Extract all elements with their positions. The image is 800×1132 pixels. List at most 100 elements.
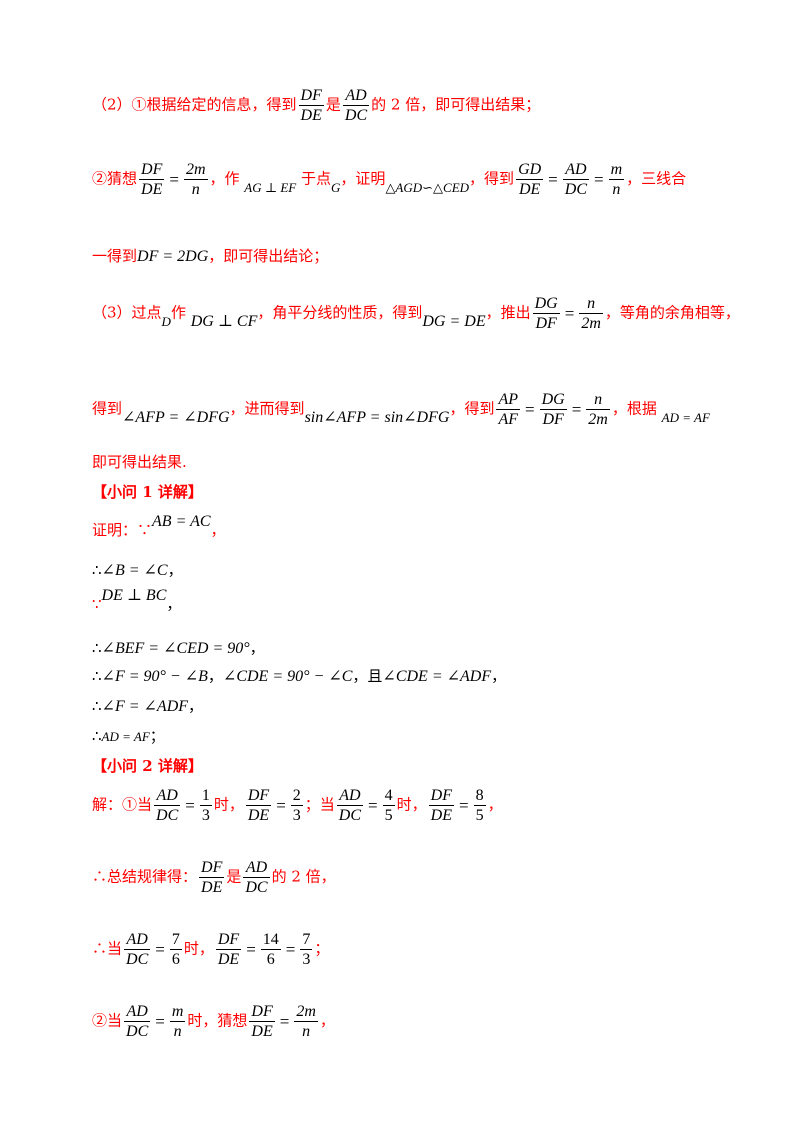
denominator: 6 bbox=[171, 951, 180, 968]
text: 得到 bbox=[92, 399, 123, 418]
denominator: DE bbox=[217, 951, 240, 968]
text: ，三线合 bbox=[626, 169, 687, 188]
fraction: n 2m bbox=[586, 390, 610, 429]
denominator: 2m bbox=[588, 411, 608, 428]
denominator: DC bbox=[156, 807, 179, 824]
denominator: DE bbox=[247, 807, 270, 824]
numerator: n bbox=[586, 390, 610, 410]
denominator: n bbox=[302, 1023, 311, 1040]
text: 时， bbox=[183, 939, 214, 958]
text: ，推出 bbox=[485, 303, 531, 322]
numerator: DF bbox=[298, 87, 324, 106]
denominator: n bbox=[173, 1023, 182, 1040]
line-part3-hint-1: （3）过点D作 DG ⊥ CF，角平分线的性质，得到DG = DE，推出 DG DF… bbox=[92, 294, 740, 333]
denominator: n bbox=[191, 181, 200, 198]
fraction: DG DF bbox=[539, 390, 567, 429]
denominator: 3 bbox=[201, 807, 210, 824]
numerator: AD bbox=[124, 930, 151, 950]
denominator: 3 bbox=[302, 951, 311, 968]
line-q1-step-1: 证明：∵AB = AC， bbox=[92, 513, 226, 541]
numerator: AD bbox=[562, 160, 589, 180]
numerator: DF bbox=[199, 859, 225, 878]
line-part2-hint-3: 一得到DF = 2DG，即可得出结论； bbox=[92, 246, 328, 267]
text: ； bbox=[149, 729, 165, 745]
math-expression: D bbox=[161, 313, 171, 329]
text: 是 bbox=[325, 95, 341, 114]
denominator: DC bbox=[564, 181, 587, 198]
text: 解：①当 bbox=[92, 795, 153, 814]
fraction: DF DE bbox=[139, 160, 165, 199]
line-q1-step-7: ∴AD = AF； bbox=[92, 726, 165, 747]
numerator: 2m bbox=[294, 1003, 318, 1022]
line-q2-step-1: 解：①当 AD DC = 1 3 时， DF DE = 2 3 ；当 AD DC = 4 5 时， DF DE = 8 5， bbox=[92, 786, 503, 825]
text: 的 2 倍，即可得出结果； bbox=[371, 95, 541, 114]
denominator: DE bbox=[141, 181, 163, 198]
denominator: DC bbox=[126, 951, 149, 968]
text: 是 bbox=[226, 867, 242, 886]
text: 时，猜想 bbox=[187, 1011, 248, 1030]
numerator: DF bbox=[249, 1003, 275, 1022]
fraction: DG DF bbox=[532, 294, 560, 333]
numerator: n bbox=[579, 294, 603, 314]
fraction: AD DC bbox=[243, 858, 270, 897]
text: 的 2 倍， bbox=[271, 867, 336, 886]
math-expression: △AGD∽△CED bbox=[385, 179, 470, 195]
math-expression: sin∠AFP = sin∠DFG bbox=[304, 408, 450, 426]
numerator: 7 bbox=[300, 931, 313, 950]
denominator: 2m bbox=[581, 315, 601, 332]
denominator: 3 bbox=[292, 807, 301, 824]
fraction: 14 6 bbox=[260, 930, 281, 969]
text: 于点 bbox=[301, 169, 332, 188]
line-q1-step-4: ∴∠BEF = ∠CED = 90°， bbox=[92, 638, 265, 659]
fraction: AD DC bbox=[562, 160, 589, 199]
line-part3-hint-2: 得到∠AFP = ∠DFG，进而得到sin∠AFP = sin∠DFG，得到 AP… bbox=[92, 390, 710, 429]
denominator: DC bbox=[245, 879, 268, 896]
math-expression: ∠F = 90° − ∠B bbox=[101, 668, 208, 685]
fraction: 2m n bbox=[294, 1002, 318, 1041]
math-expression: DG = DE bbox=[422, 312, 486, 330]
line-q1-step-2: ∴∠B = ∠C， bbox=[92, 560, 183, 581]
text: ；当 bbox=[304, 795, 335, 814]
line-q1-step-5: ∴∠F = 90° − ∠B，∠CDE = 90° − ∠C，且∠CDE = ∠… bbox=[92, 666, 506, 687]
fraction: AD DC bbox=[124, 930, 151, 969]
numerator: 1 bbox=[199, 787, 212, 806]
text: ， bbox=[166, 597, 182, 613]
numerator: AD bbox=[243, 858, 270, 878]
text: ，进而得到 bbox=[229, 399, 305, 418]
equals-sign: = bbox=[169, 169, 179, 189]
text: 即可得出结果. bbox=[92, 453, 187, 471]
math-expression: ∠CDE = ∠ADF bbox=[382, 668, 492, 685]
line-q1-step-3: ∵DE ⊥ BC， bbox=[92, 587, 182, 615]
math-expression: AG ⊥ EF bbox=[244, 179, 297, 195]
text: ，根据 bbox=[611, 399, 657, 418]
math-expression: ∠BEF = ∠CED = 90° bbox=[101, 640, 250, 657]
math-expression: ∠F = ∠ADF bbox=[101, 698, 189, 715]
denominator: DE bbox=[518, 181, 541, 198]
denominator: n bbox=[612, 181, 621, 198]
text: ， bbox=[167, 563, 183, 579]
fraction: AD DC bbox=[336, 786, 364, 825]
line-q2-step-4: ②当 AD DC = m n 时，猜想 DF DE = 2m n， bbox=[92, 1002, 335, 1041]
text: ， bbox=[487, 795, 503, 814]
math-expression: G bbox=[331, 179, 341, 195]
numerator: DG bbox=[532, 295, 560, 314]
math-expression: AD = AF bbox=[661, 409, 710, 425]
text: 时， bbox=[213, 795, 244, 814]
denominator: 6 bbox=[266, 951, 275, 968]
numerator: AP bbox=[496, 391, 520, 410]
fraction: 2m n bbox=[183, 160, 208, 199]
fraction: DF DE bbox=[428, 786, 454, 825]
text: ， bbox=[207, 669, 223, 685]
numerator: 14 bbox=[260, 931, 281, 950]
fraction: DF DE bbox=[298, 86, 324, 125]
text: ， bbox=[210, 521, 226, 539]
denominator: 5 bbox=[384, 807, 393, 824]
numerator: DF bbox=[428, 787, 454, 806]
numerator: m bbox=[608, 161, 625, 180]
numerator: DF bbox=[215, 931, 242, 950]
fraction: AD DC bbox=[342, 86, 370, 125]
